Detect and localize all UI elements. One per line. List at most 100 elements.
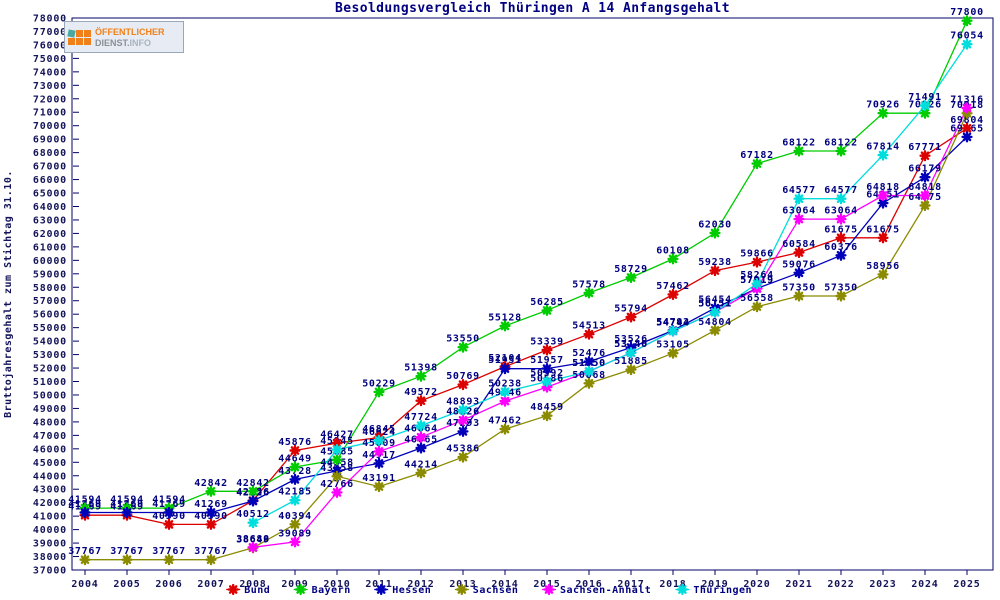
point-star-icon	[583, 287, 595, 299]
data-point-Thüringen-2012	[415, 420, 427, 432]
data-point-Bayern-2016	[583, 287, 595, 299]
point-star-icon	[961, 38, 973, 50]
series-line-Hessen	[85, 136, 968, 514]
point-star-icon	[961, 122, 973, 134]
point-star-icon	[373, 481, 385, 493]
value-label-Sachsen-2011: 43191	[362, 473, 396, 484]
data-point-Bund-2024	[919, 150, 931, 162]
point-star-icon	[583, 365, 595, 377]
y-axis-label: Bruttojahresgehalt zum Stichtag 31.10.	[2, 170, 14, 418]
value-label-Thüringen-2012: 47724	[404, 412, 438, 423]
data-point-Thüringen-2016	[583, 365, 595, 377]
data-point-Sachsen-Anhalt-2012	[415, 431, 427, 443]
data-point-Bund-2006	[163, 518, 175, 531]
value-label-Sachsen-Anhalt-2022: 63064	[824, 206, 858, 217]
data-point-Bayern-2007	[205, 485, 217, 497]
data-point-Hessen-2012	[415, 442, 427, 454]
point-star-icon	[961, 102, 973, 114]
data-point-Hessen-2013	[457, 425, 469, 437]
point-star-icon	[583, 328, 595, 340]
value-label-Bund-2019: 59238	[698, 257, 732, 268]
y-tick-label: 48000	[33, 417, 67, 428]
y-tick-label: 55000	[33, 323, 67, 334]
data-point-Sachsen-Anhalt-2008	[247, 541, 259, 553]
value-label-Bayern-2012: 51398	[404, 363, 438, 374]
data-point-Thüringen-2024	[919, 99, 931, 112]
point-star-icon	[625, 271, 637, 284]
point-star-icon	[289, 444, 301, 457]
data-point-Hessen-2024	[919, 171, 931, 183]
point-star-icon	[919, 171, 931, 183]
value-label-Sachsen-2019: 54804	[698, 317, 732, 328]
y-tick-label: 39000	[33, 539, 67, 550]
value-label-Bund-2022: 61675	[824, 224, 858, 235]
data-point-Bund-2025	[961, 122, 973, 134]
legend-label-Thüringen: Thüringen	[693, 584, 752, 596]
legend-label-Hessen: Hessen	[392, 585, 431, 596]
y-tick-label: 43000	[33, 485, 67, 496]
data-point-Hessen-2025	[961, 131, 973, 143]
data-point-Sachsen-2022	[835, 290, 847, 302]
value-label-Sachsen-Anhalt-2018: 54744	[656, 318, 690, 329]
value-label-Bayern-2014: 55128	[488, 312, 522, 323]
data-point-Bund-2020	[751, 256, 763, 268]
point-star-icon	[709, 227, 721, 239]
y-tick-label: 59000	[33, 269, 67, 280]
legend-item-Bayern: Bayern	[293, 583, 350, 596]
data-point-Sachsen-2018	[667, 347, 679, 359]
point-star-icon	[121, 506, 133, 519]
value-label-Hessen-2007: 41269	[194, 499, 228, 510]
point-star-icon	[457, 404, 469, 416]
value-label-Bayern-2007: 42842	[194, 478, 228, 489]
value-label-Hessen-2015: 51957	[530, 355, 564, 366]
data-point-Hessen-2007	[205, 506, 217, 519]
value-label-Thüringen-2021: 64577	[782, 185, 816, 196]
legend-label-Sachsen-Anhalt: Sachsen-Anhalt	[560, 585, 651, 596]
oeffentlicher-dienst-info-logo[interactable]: ÖFFENTLICHER DIENST.INFO	[64, 21, 184, 53]
point-star-icon	[121, 554, 133, 566]
value-label-Sachsen-2009: 40394	[278, 511, 312, 522]
point-star-icon	[289, 461, 301, 473]
data-point-Thüringen-2008	[247, 517, 259, 529]
value-label-Bund-2023: 61675	[866, 224, 900, 235]
logo-text-dienst: DIENST.	[95, 38, 130, 48]
y-tick-label: 56000	[33, 310, 67, 321]
y-tick-label: 50000	[33, 390, 67, 401]
value-label-Sachsen-2015: 48459	[530, 402, 564, 413]
data-point-Sachsen-2014	[499, 423, 511, 435]
value-label-Bund-2020: 59866	[740, 249, 774, 260]
point-star-icon	[877, 232, 889, 244]
data-point-Bayern-2013	[457, 341, 469, 353]
data-point-Sachsen-2005	[121, 554, 133, 566]
year-label: 2010	[323, 579, 350, 590]
value-label-Bayern-2019: 62030	[698, 220, 732, 231]
point-star-icon	[247, 485, 259, 497]
point-star-icon	[415, 420, 427, 432]
year-label: 2007	[197, 579, 224, 590]
point-star-icon	[667, 253, 679, 265]
point-star-icon	[751, 256, 763, 268]
data-point-Bayern-2010	[331, 454, 343, 466]
value-label-Bund-2014: 52104	[488, 353, 522, 364]
point-star-icon	[751, 278, 763, 290]
point-star-icon	[289, 473, 301, 485]
logo-text-info: INFO	[129, 38, 152, 48]
value-label-Hessen-2017: 53526	[614, 334, 648, 345]
data-point-Hessen-2009	[289, 473, 301, 485]
year-label: 2012	[407, 579, 434, 590]
y-tick-label: 76000	[33, 40, 67, 51]
year-label: 2020	[743, 579, 770, 590]
point-star-icon	[373, 434, 385, 446]
year-label: 2021	[785, 579, 812, 590]
point-star-icon	[79, 554, 91, 566]
point-star-icon	[835, 213, 847, 225]
value-label-Sachsen-Anhalt-2010: 42766	[320, 479, 354, 490]
point-star-icon	[541, 304, 553, 316]
y-tick-label: 47000	[33, 431, 67, 442]
point-star-icon	[709, 265, 721, 277]
value-label-Sachsen-2018: 53105	[656, 340, 690, 351]
value-label-Hessen-2014: 51951	[488, 355, 522, 366]
point-star-icon	[583, 356, 595, 368]
data-point-Sachsen-2021	[793, 290, 805, 302]
